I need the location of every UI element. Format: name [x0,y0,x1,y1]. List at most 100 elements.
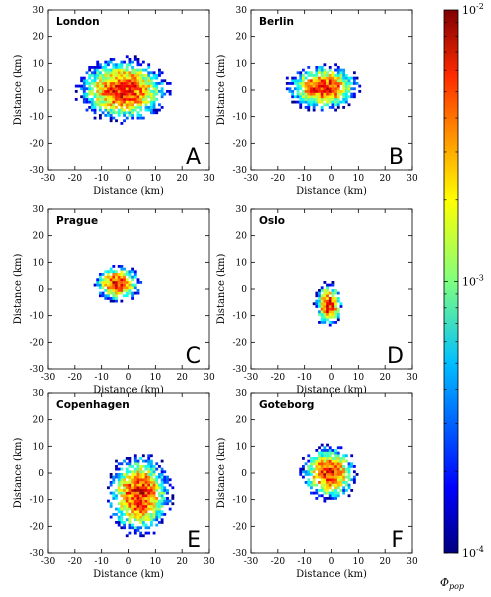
heatmap-cell [320,310,324,314]
heatmap-cell [336,82,340,85]
heatmap-cell [139,116,143,120]
heatmap-cell [155,502,159,506]
heatmap-cell [128,79,132,83]
heatmap-cell [328,106,332,109]
heatmap-cell [125,513,129,516]
heatmap-cell [125,273,129,276]
heatmap-cell [331,475,335,479]
heatmap-cell [171,486,175,490]
heatmap-cell [136,84,140,88]
heatmap-cell [144,502,148,506]
heatmap-cell [160,521,164,524]
heatmap-cell [123,491,126,495]
heatmap-cell [128,58,132,61]
heatmap-cell [120,76,124,80]
heatmap-cell [288,82,292,85]
heatmap-cell [82,98,86,101]
heatmap-cell [133,100,137,104]
heatmap-cell [147,513,151,516]
heatmap-cell [163,470,167,474]
heatmap-cell [144,481,148,484]
heatmap-cell [147,92,151,96]
heatmap-cell [326,481,329,484]
heatmap-cell [85,79,89,83]
heatmap-cell [144,100,148,104]
heatmap-cell [342,467,346,471]
heatmap-cell [125,486,129,490]
heatmap-cell [149,82,153,85]
heatmap-cell [109,473,113,476]
heatmap-cell [104,98,108,101]
heatmap-cell [323,473,327,476]
heatmap-cell [155,76,159,80]
heatmap-cell [115,281,118,284]
heatmap-cell [315,98,319,101]
heatmap-cell [123,286,126,290]
heatmap-cell [120,510,124,514]
heatmap-cell [326,297,329,300]
heatmap-cell [131,502,135,506]
heatmap-cell [323,475,327,479]
heatmap-cell [326,491,329,495]
heatmap-cell [125,491,129,495]
heatmap-cell [98,71,102,75]
heatmap-cell [339,462,343,466]
heatmap-cell [326,483,329,487]
x-tick-label: -10 [297,174,312,184]
heatmap-cell [152,82,156,85]
heatmap-cell [115,68,118,72]
heatmap-cell [125,489,129,492]
heatmap-cell [334,95,338,99]
x-tick-label: 10 [150,557,162,567]
heatmap-cell [109,475,113,479]
heatmap-cell [334,299,338,303]
heatmap-cell [117,483,121,487]
heatmap-cell [336,462,340,466]
heatmap-cell [139,521,143,524]
heatmap-cell [331,473,335,476]
heatmap-cell [112,111,116,115]
heatmap-cell [168,507,172,511]
heatmap-cell [141,502,145,506]
heatmap-cell [171,502,175,506]
heatmap-cell [136,515,140,519]
heatmap-cell [147,82,151,85]
heatmap-cell [112,103,116,107]
heatmap-cell [163,475,167,479]
heatmap-cell [326,451,329,455]
heatmap-cell [304,84,308,88]
heatmap-cell [344,79,348,83]
heatmap-cell [128,82,132,85]
heatmap-cell [323,321,327,324]
heatmap-cell [344,95,348,99]
heatmap-cell [112,76,116,80]
heatmap-cell [139,82,143,85]
heatmap-cell [342,459,346,463]
heatmap-cell [117,66,121,69]
heatmap-cell [125,95,129,99]
heatmap-cell [120,478,124,482]
heatmap-cell [133,71,137,75]
heatmap-cell [307,95,311,99]
heatmap-cells [312,281,343,327]
heatmap-cell [331,310,335,314]
heatmap-cell [107,273,110,276]
heatmap-cell [315,305,319,308]
heatmap-cell [85,108,89,112]
heatmap-cell [136,505,140,508]
heatmap-cell [120,505,124,508]
heatmap-cell [90,79,94,83]
heatmap-cell [347,95,351,99]
heatmap-cell [155,489,159,492]
heatmap-cell [107,281,110,284]
heatmap-cell [320,494,324,498]
heatmap-cell [117,79,121,83]
heatmap-cell [339,82,343,85]
heatmap-cell [155,523,159,527]
heatmap-cell [104,114,108,117]
heatmap-cell [133,518,137,522]
heatmap-cell [131,510,135,514]
heatmap-cell [312,98,316,101]
heatmap-cell [125,470,129,474]
heatmap-cell [107,111,110,115]
